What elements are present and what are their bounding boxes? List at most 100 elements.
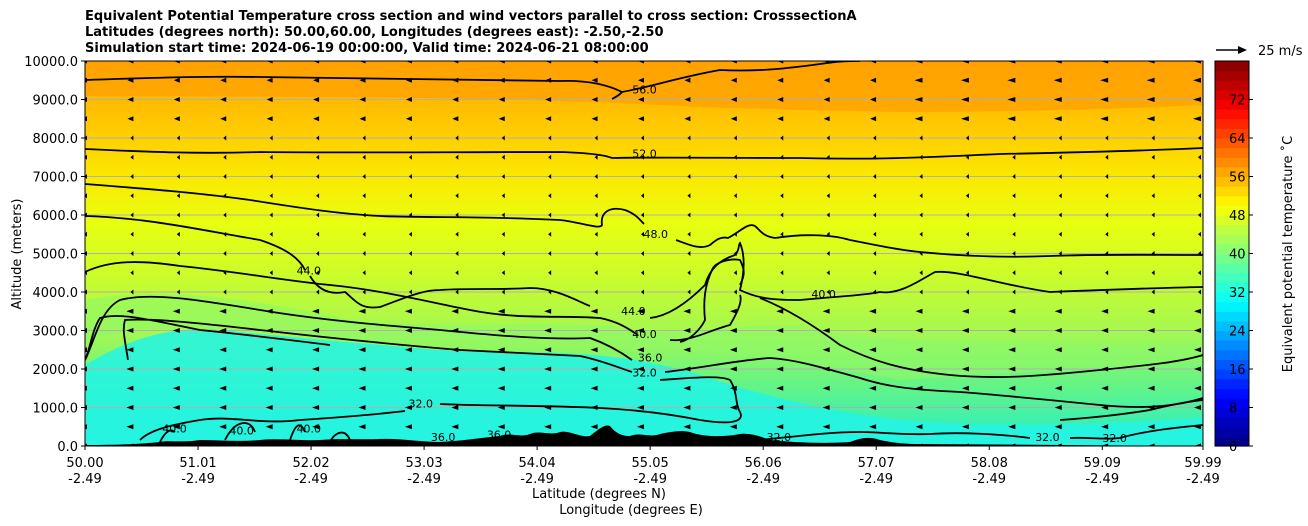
wind-vector xyxy=(960,116,969,122)
wind-reference-arrowhead xyxy=(1238,46,1247,54)
wind-vector xyxy=(1054,347,1062,353)
wind-vector xyxy=(358,385,366,391)
x-axis-label-lat: Latitude (degrees N) xyxy=(532,487,666,502)
colorbar-band xyxy=(1215,417,1249,428)
chart-title-line-2: Latitudes (degrees north): 50.00,60.00, … xyxy=(85,25,664,40)
wind-vector xyxy=(1151,135,1155,141)
wind-vector xyxy=(130,231,134,237)
wind-vector xyxy=(1147,347,1155,353)
wind-vector xyxy=(919,289,923,295)
wind-vector xyxy=(455,174,459,179)
contour-label: 52.0 xyxy=(632,147,657,160)
wind-vector xyxy=(265,308,273,314)
wind-vector xyxy=(172,405,180,410)
y-axis: 0.0 1000.0 2000.0 3000.0 4000.0 5000.0 6000.0 7… xyxy=(24,55,85,455)
wind-vector xyxy=(219,405,227,410)
colorbar-band xyxy=(1215,263,1249,274)
wind-reference: 25 m/s xyxy=(1216,44,1303,59)
wind-vector xyxy=(776,308,784,314)
wind-vector xyxy=(85,116,87,122)
wind-vector xyxy=(919,174,923,179)
wind-vector xyxy=(590,328,598,333)
wind-vector xyxy=(1198,212,1201,218)
colorbar-band xyxy=(1215,330,1249,341)
wind-vector xyxy=(404,443,412,446)
wind-vector xyxy=(965,135,969,141)
wind-vector xyxy=(869,385,877,391)
wind-vector xyxy=(455,270,459,276)
wind-vector xyxy=(869,308,877,314)
wind-vector xyxy=(826,231,830,237)
wind-vector xyxy=(498,77,505,83)
wind-vector xyxy=(1151,174,1155,179)
colorbar-band xyxy=(1215,61,1249,72)
wind-vector xyxy=(637,328,644,333)
y-tick-label: 8000.0 xyxy=(33,132,79,147)
contour-lines xyxy=(85,61,1203,443)
wind-vector xyxy=(873,135,877,141)
wind-vector xyxy=(497,443,505,446)
wind-vector xyxy=(683,328,691,333)
wind-vector xyxy=(733,212,737,218)
wind-vector xyxy=(641,212,644,218)
wind-vector xyxy=(1058,154,1062,160)
wind-vector xyxy=(316,174,320,179)
contour-label: 36.0 xyxy=(487,428,512,441)
wind-vector xyxy=(266,116,273,122)
colorbar: 0 8 16 24 32 40 48 56 64 72 xyxy=(1214,60,1253,455)
wind-vector xyxy=(594,289,598,295)
wind-vector xyxy=(641,289,644,295)
wind-vector xyxy=(548,289,552,295)
y-tick-label: 2000.0 xyxy=(33,363,79,378)
wind-vector xyxy=(776,443,784,446)
colorbar-band xyxy=(1215,99,1249,110)
wind-vector xyxy=(1151,289,1155,295)
wind-vector xyxy=(1054,385,1062,391)
wind-vector xyxy=(173,61,180,64)
wind-vector xyxy=(219,328,227,333)
wind-vector xyxy=(590,424,598,430)
wind-vector xyxy=(869,328,877,333)
wind-vector xyxy=(451,308,459,314)
wind-vector xyxy=(914,77,923,83)
wind-vector xyxy=(915,405,923,410)
colorbar-tick-label: 72 xyxy=(1229,94,1246,109)
wind-vector xyxy=(776,405,784,410)
wind-vector xyxy=(826,154,830,160)
wind-vector xyxy=(269,231,273,237)
wind-vector xyxy=(404,385,412,391)
wind-vector xyxy=(313,61,320,64)
wind-vector xyxy=(219,347,227,353)
wind-vector xyxy=(869,347,877,353)
colorbar-band xyxy=(1215,253,1249,264)
wind-vector xyxy=(408,174,412,179)
wind-vector xyxy=(594,154,598,160)
wind-vector xyxy=(1101,347,1109,353)
contour-label: 40.0 xyxy=(229,424,254,437)
wind-vector xyxy=(869,424,877,430)
wind-vector xyxy=(1193,116,1201,122)
wind-vector xyxy=(1147,443,1155,446)
wind-vector xyxy=(641,231,644,237)
wind-vector xyxy=(590,347,598,353)
colorbar-band xyxy=(1215,89,1249,101)
wind-vector xyxy=(265,347,273,353)
wind-vector xyxy=(1147,328,1155,333)
wind-vector xyxy=(176,231,180,237)
wind-vector xyxy=(683,308,691,314)
wind-vector xyxy=(590,308,598,314)
wind-vector xyxy=(1101,405,1109,410)
x-tick-label-lon: -2.49 xyxy=(294,472,328,487)
wind-vector xyxy=(780,231,784,237)
wind-vector xyxy=(172,347,180,353)
wind-vector xyxy=(780,212,784,218)
wind-vector xyxy=(1012,231,1016,237)
wind-vector xyxy=(497,308,505,314)
wind-vector xyxy=(126,385,134,391)
wind-vector xyxy=(873,154,877,160)
wind-vector xyxy=(312,328,320,333)
wind-vector xyxy=(316,154,320,160)
wind-vector xyxy=(85,385,87,391)
wind-vector xyxy=(822,308,830,314)
wind-vector xyxy=(870,77,877,83)
